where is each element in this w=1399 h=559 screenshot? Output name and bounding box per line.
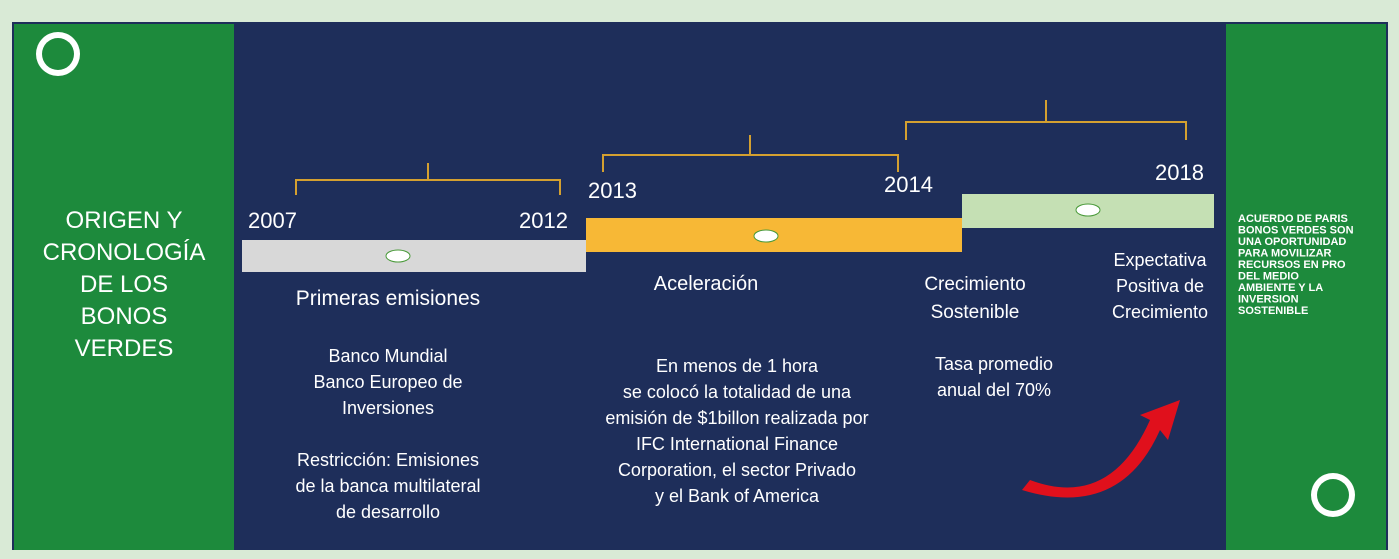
year: 2013 bbox=[588, 178, 637, 203]
logo bbox=[1317, 479, 1349, 511]
right-text: UNA OPORTUNIDAD bbox=[1238, 236, 1346, 248]
texts: ORIGEN Y CRONOLOGÍA DE LOS BONOS VERDES ACUER… bbox=[43, 160, 1354, 522]
note: Restricción: Emisiones bbox=[297, 450, 479, 470]
bracket bbox=[295, 163, 561, 195]
note: En menos de 1 hora bbox=[656, 356, 819, 376]
marker bbox=[753, 229, 779, 243]
note: Corporation, el sector Privado bbox=[618, 460, 856, 480]
expectation: Positiva de bbox=[1116, 276, 1204, 296]
left-panel bbox=[14, 24, 234, 550]
right-text: DEL MEDIO bbox=[1238, 271, 1299, 283]
right-text: PARA MOVILIZAR bbox=[1238, 248, 1332, 260]
bracket bbox=[602, 135, 899, 172]
right-panel bbox=[1226, 24, 1386, 550]
period-label: Aceleración bbox=[654, 273, 759, 295]
year: 2012 bbox=[519, 208, 568, 233]
right-text: SOSTENIBLE bbox=[1238, 305, 1308, 317]
right-text: INVERSION bbox=[1238, 294, 1299, 306]
logo bbox=[42, 38, 74, 70]
marker bbox=[385, 249, 411, 263]
year: 2007 bbox=[248, 208, 297, 233]
bar-1 bbox=[242, 240, 586, 272]
note: Banco Mundial bbox=[328, 346, 447, 366]
note: emisión de $1billon realizada por bbox=[605, 408, 868, 428]
title-line: VERDES bbox=[75, 335, 174, 362]
right-text: RECURSOS EN PRO bbox=[1238, 259, 1346, 271]
period-label: Crecimiento Sostenible bbox=[924, 274, 1025, 323]
note: Banco Europeo de bbox=[313, 372, 462, 392]
title-line: ORIGEN Y bbox=[66, 207, 183, 234]
note: de desarrollo bbox=[336, 502, 440, 522]
title-line: DE LOS bbox=[80, 271, 168, 298]
expectation: Crecimiento bbox=[1112, 302, 1208, 322]
right-text: AMBIENTE Y LA bbox=[1238, 282, 1323, 294]
expectation: Expectativa bbox=[1113, 250, 1207, 270]
title-line: BONOS bbox=[81, 303, 168, 330]
right-text: ACUERDO DE PARIS bbox=[1238, 213, 1348, 225]
note: Tasa promedio bbox=[935, 354, 1053, 374]
bracket bbox=[905, 100, 1187, 140]
note: Inversiones bbox=[342, 398, 434, 418]
right-text: BONOS VERDES SON bbox=[1238, 225, 1354, 237]
marker bbox=[1075, 203, 1101, 217]
note: de la banca multilateral bbox=[295, 476, 480, 496]
note: y el Bank of America bbox=[655, 486, 820, 506]
arrow bbox=[1022, 400, 1180, 498]
note: anual del 70% bbox=[937, 380, 1051, 400]
note: IFC International Finance bbox=[636, 434, 838, 454]
period-label: Primeras emisiones bbox=[296, 287, 480, 310]
year: 2014 bbox=[884, 172, 933, 197]
title-line: CRONOLOGÍA bbox=[43, 239, 206, 266]
note: se colocó la totalidad de una bbox=[623, 382, 852, 402]
background bbox=[12, 22, 1388, 550]
year: 2018 bbox=[1155, 160, 1204, 185]
